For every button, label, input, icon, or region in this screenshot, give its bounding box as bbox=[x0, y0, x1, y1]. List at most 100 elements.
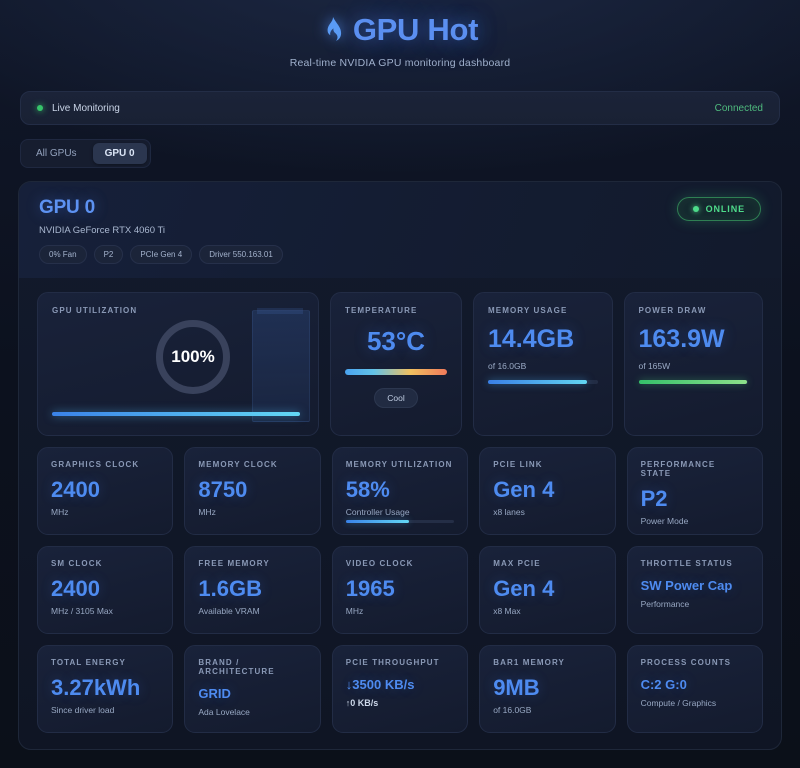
brand-architecture-value: GRID bbox=[198, 686, 231, 701]
video-clock-value: 1965 bbox=[345, 576, 395, 601]
card-label-sm-clock: SM CLOCK bbox=[51, 559, 103, 568]
pcie-throughput-value: ↓3500 KB/s bbox=[345, 677, 415, 692]
card-label-gpu-utilization: GPU UTILIZATION bbox=[52, 306, 138, 315]
card-performance-state: PERFORMANCE STATE P2 Power Mode bbox=[626, 447, 763, 535]
pcie-throughput-sub: ↑0 KB/s bbox=[345, 697, 379, 708]
live-monitoring-bar: Live Monitoring Connected bbox=[20, 91, 780, 125]
card-label-max-pcie: MAX PCIE bbox=[493, 559, 541, 568]
gpu-panel-header: GPU 0 NVIDIA GeForce RTX 4060 Ti 0% Fan … bbox=[19, 182, 781, 278]
memory-usage-value: 14.4GB bbox=[488, 325, 575, 353]
card-gpu-utilization: GPU UTILIZATION 100% bbox=[37, 292, 319, 436]
gpu-model: NVIDIA GeForce RTX 4060 Ti bbox=[39, 225, 166, 236]
graphics-clock-value: 2400 bbox=[51, 477, 100, 502]
free-memory-sub: Available VRAM bbox=[198, 606, 260, 617]
tab-gpu-0[interactable]: GPU 0 bbox=[92, 143, 147, 164]
card-graphics-clock: GRAPHICS CLOCK 2400 MHz bbox=[37, 447, 174, 535]
badge-driver: Driver 550.163.01 bbox=[199, 245, 283, 264]
memory-clock-value: 8750 bbox=[198, 477, 248, 502]
card-label-brand-architecture: BRAND / ARCHITECTURE bbox=[198, 658, 275, 676]
sm-clock-value: 2400 bbox=[51, 576, 100, 601]
card-label-total-energy: TOTAL ENERGY bbox=[51, 658, 126, 667]
utilization-progress-bar bbox=[52, 412, 300, 416]
sm-clock-sub: MHz / 3105 Max bbox=[51, 606, 113, 617]
card-memory-usage: MEMORY USAGE 14.4GB of 16.0GB bbox=[473, 292, 613, 436]
temperature-value: 53°C bbox=[366, 326, 426, 356]
max-pcie-value: Gen 4 bbox=[493, 576, 555, 601]
memory-usage-total: of 16.0GB bbox=[488, 361, 527, 371]
max-pcie-sub: x8 Max bbox=[493, 606, 521, 617]
graphics-clock-sub: MHz bbox=[51, 507, 69, 518]
utilization-progress-fill bbox=[52, 412, 300, 416]
utilization-value: 100% bbox=[171, 347, 215, 366]
card-label-graphics-clock: GRAPHICS CLOCK bbox=[51, 460, 140, 469]
pcie-link-sub: x8 lanes bbox=[493, 507, 525, 518]
online-indicator-icon bbox=[692, 206, 699, 212]
temperature-status-chip: Cool bbox=[374, 388, 418, 408]
memory-utilization-sub: Controller Usage bbox=[345, 507, 410, 518]
gpu-identity: GPU 0 NVIDIA GeForce RTX 4060 Ti 0% Fan … bbox=[39, 197, 283, 264]
power-draw-bar bbox=[638, 380, 748, 384]
bar1-memory-value: 9MB bbox=[493, 675, 540, 700]
total-energy-value: 3.27kWh bbox=[51, 675, 141, 700]
card-label-performance-state: PERFORMANCE STATE bbox=[640, 460, 716, 478]
utilization-gauge: 100% bbox=[156, 320, 230, 394]
throttle-status-sub: Performance bbox=[640, 598, 690, 609]
pcie-link-value: Gen 4 bbox=[493, 477, 555, 502]
card-label-bar1-memory: BAR1 MEMORY bbox=[493, 658, 565, 667]
card-bar1-memory: BAR1 MEMORY 9MB of 16.0GB bbox=[479, 645, 616, 733]
power-draw-total: of 165W bbox=[638, 361, 671, 371]
memory-clock-sub: MHz bbox=[198, 507, 216, 518]
brand-architecture-sub: Ada Lovelace bbox=[198, 706, 250, 717]
gpu-tabs[interactable]: All GPUs GPU 0 bbox=[20, 139, 151, 168]
primary-metrics-row: GPU UTILIZATION 100% TEMPERATURE bbox=[37, 292, 763, 436]
card-power-draw: POWER DRAW 163.9W of 165W bbox=[623, 292, 763, 436]
card-pcie-throughput: PCIE THROUGHPUT ↓3500 KB/s ↑0 KB/s bbox=[331, 645, 469, 733]
card-label-pcie-throughput: PCIE THROUGHPUT bbox=[345, 658, 440, 667]
performance-state-value: P2 bbox=[640, 486, 668, 511]
temperature-gradient-bar bbox=[345, 369, 447, 375]
page-title: GPU Hot bbox=[0, 12, 800, 48]
page-subtitle: Real-time NVIDIA GPU monitoring dashboar… bbox=[289, 57, 511, 69]
connection-status: Connected bbox=[714, 102, 763, 114]
total-energy-sub: Since driver load bbox=[51, 705, 115, 716]
badge-fan: 0% Fan bbox=[39, 245, 87, 264]
card-throttle-status: THROTTLE STATUS SW Power Cap Performance bbox=[626, 546, 763, 634]
page-title-text: GPU Hot bbox=[352, 12, 479, 47]
process-counts-value: C:2 G:0 bbox=[640, 677, 687, 692]
card-label-memory-utilization: MEMORY UTILIZATION bbox=[345, 460, 453, 469]
card-label-free-memory: FREE MEMORY bbox=[198, 559, 270, 568]
video-clock-sub: MHz bbox=[345, 606, 364, 617]
card-label-temperature: TEMPERATURE bbox=[345, 306, 418, 315]
memory-usage-bar-fill bbox=[488, 380, 587, 384]
bar1-memory-sub: of 16.0GB bbox=[493, 705, 532, 716]
card-label-process-counts: PROCESS COUNTS bbox=[640, 658, 732, 667]
memory-utilization-bar-fill bbox=[345, 520, 409, 523]
card-label-memory-usage: MEMORY USAGE bbox=[488, 306, 568, 315]
card-sm-clock: SM CLOCK 2400 MHz / 3105 Max bbox=[37, 546, 174, 634]
live-monitoring-label: Live Monitoring bbox=[52, 102, 120, 114]
memory-utilization-bar bbox=[345, 520, 455, 523]
card-pcie-link: PCIE LINK Gen 4 x8 lanes bbox=[479, 447, 616, 535]
badge-pcie-gen: PCIe Gen 4 bbox=[130, 245, 193, 264]
card-brand-architecture: BRAND / ARCHITECTURE GRID Ada Lovelace bbox=[184, 645, 321, 733]
tab-all-gpus[interactable]: All GPUs bbox=[36, 148, 77, 159]
status-badge-label: ONLINE bbox=[705, 204, 745, 214]
performance-state-sub: Power Mode bbox=[640, 516, 689, 527]
gpu-title: GPU 0 bbox=[39, 197, 96, 218]
card-process-counts: PROCESS COUNTS C:2 G:0 Compute / Graphics bbox=[626, 645, 763, 733]
card-max-pcie: MAX PCIE Gen 4 x8 Max bbox=[479, 546, 616, 634]
throttle-status-value: SW Power Cap bbox=[640, 578, 733, 593]
gpu-panel: GPU 0 NVIDIA GeForce RTX 4060 Ti 0% Fan … bbox=[18, 181, 782, 750]
card-label-video-clock: VIDEO CLOCK bbox=[345, 559, 414, 568]
process-counts-sub: Compute / Graphics bbox=[640, 697, 717, 708]
gpu-badge-list: 0% Fan P2 PCIe Gen 4 Driver 550.163.01 bbox=[39, 245, 283, 264]
card-total-energy: TOTAL ENERGY 3.27kWh Since driver load bbox=[37, 645, 174, 733]
memory-usage-bar bbox=[488, 380, 598, 384]
live-monitoring-group: Live Monitoring bbox=[37, 103, 120, 114]
utilization-history-sparkline bbox=[252, 308, 310, 422]
card-label-throttle-status: THROTTLE STATUS bbox=[640, 559, 733, 568]
page-header: GPU Hot Real-time NVIDIA GPU monitoring … bbox=[0, 0, 800, 73]
card-memory-utilization: MEMORY UTILIZATION 58% Controller Usage bbox=[331, 447, 469, 535]
metric-grid: GRAPHICS CLOCK 2400 MHz MEMORY CLOCK 8750 MHz… bbox=[37, 447, 763, 733]
